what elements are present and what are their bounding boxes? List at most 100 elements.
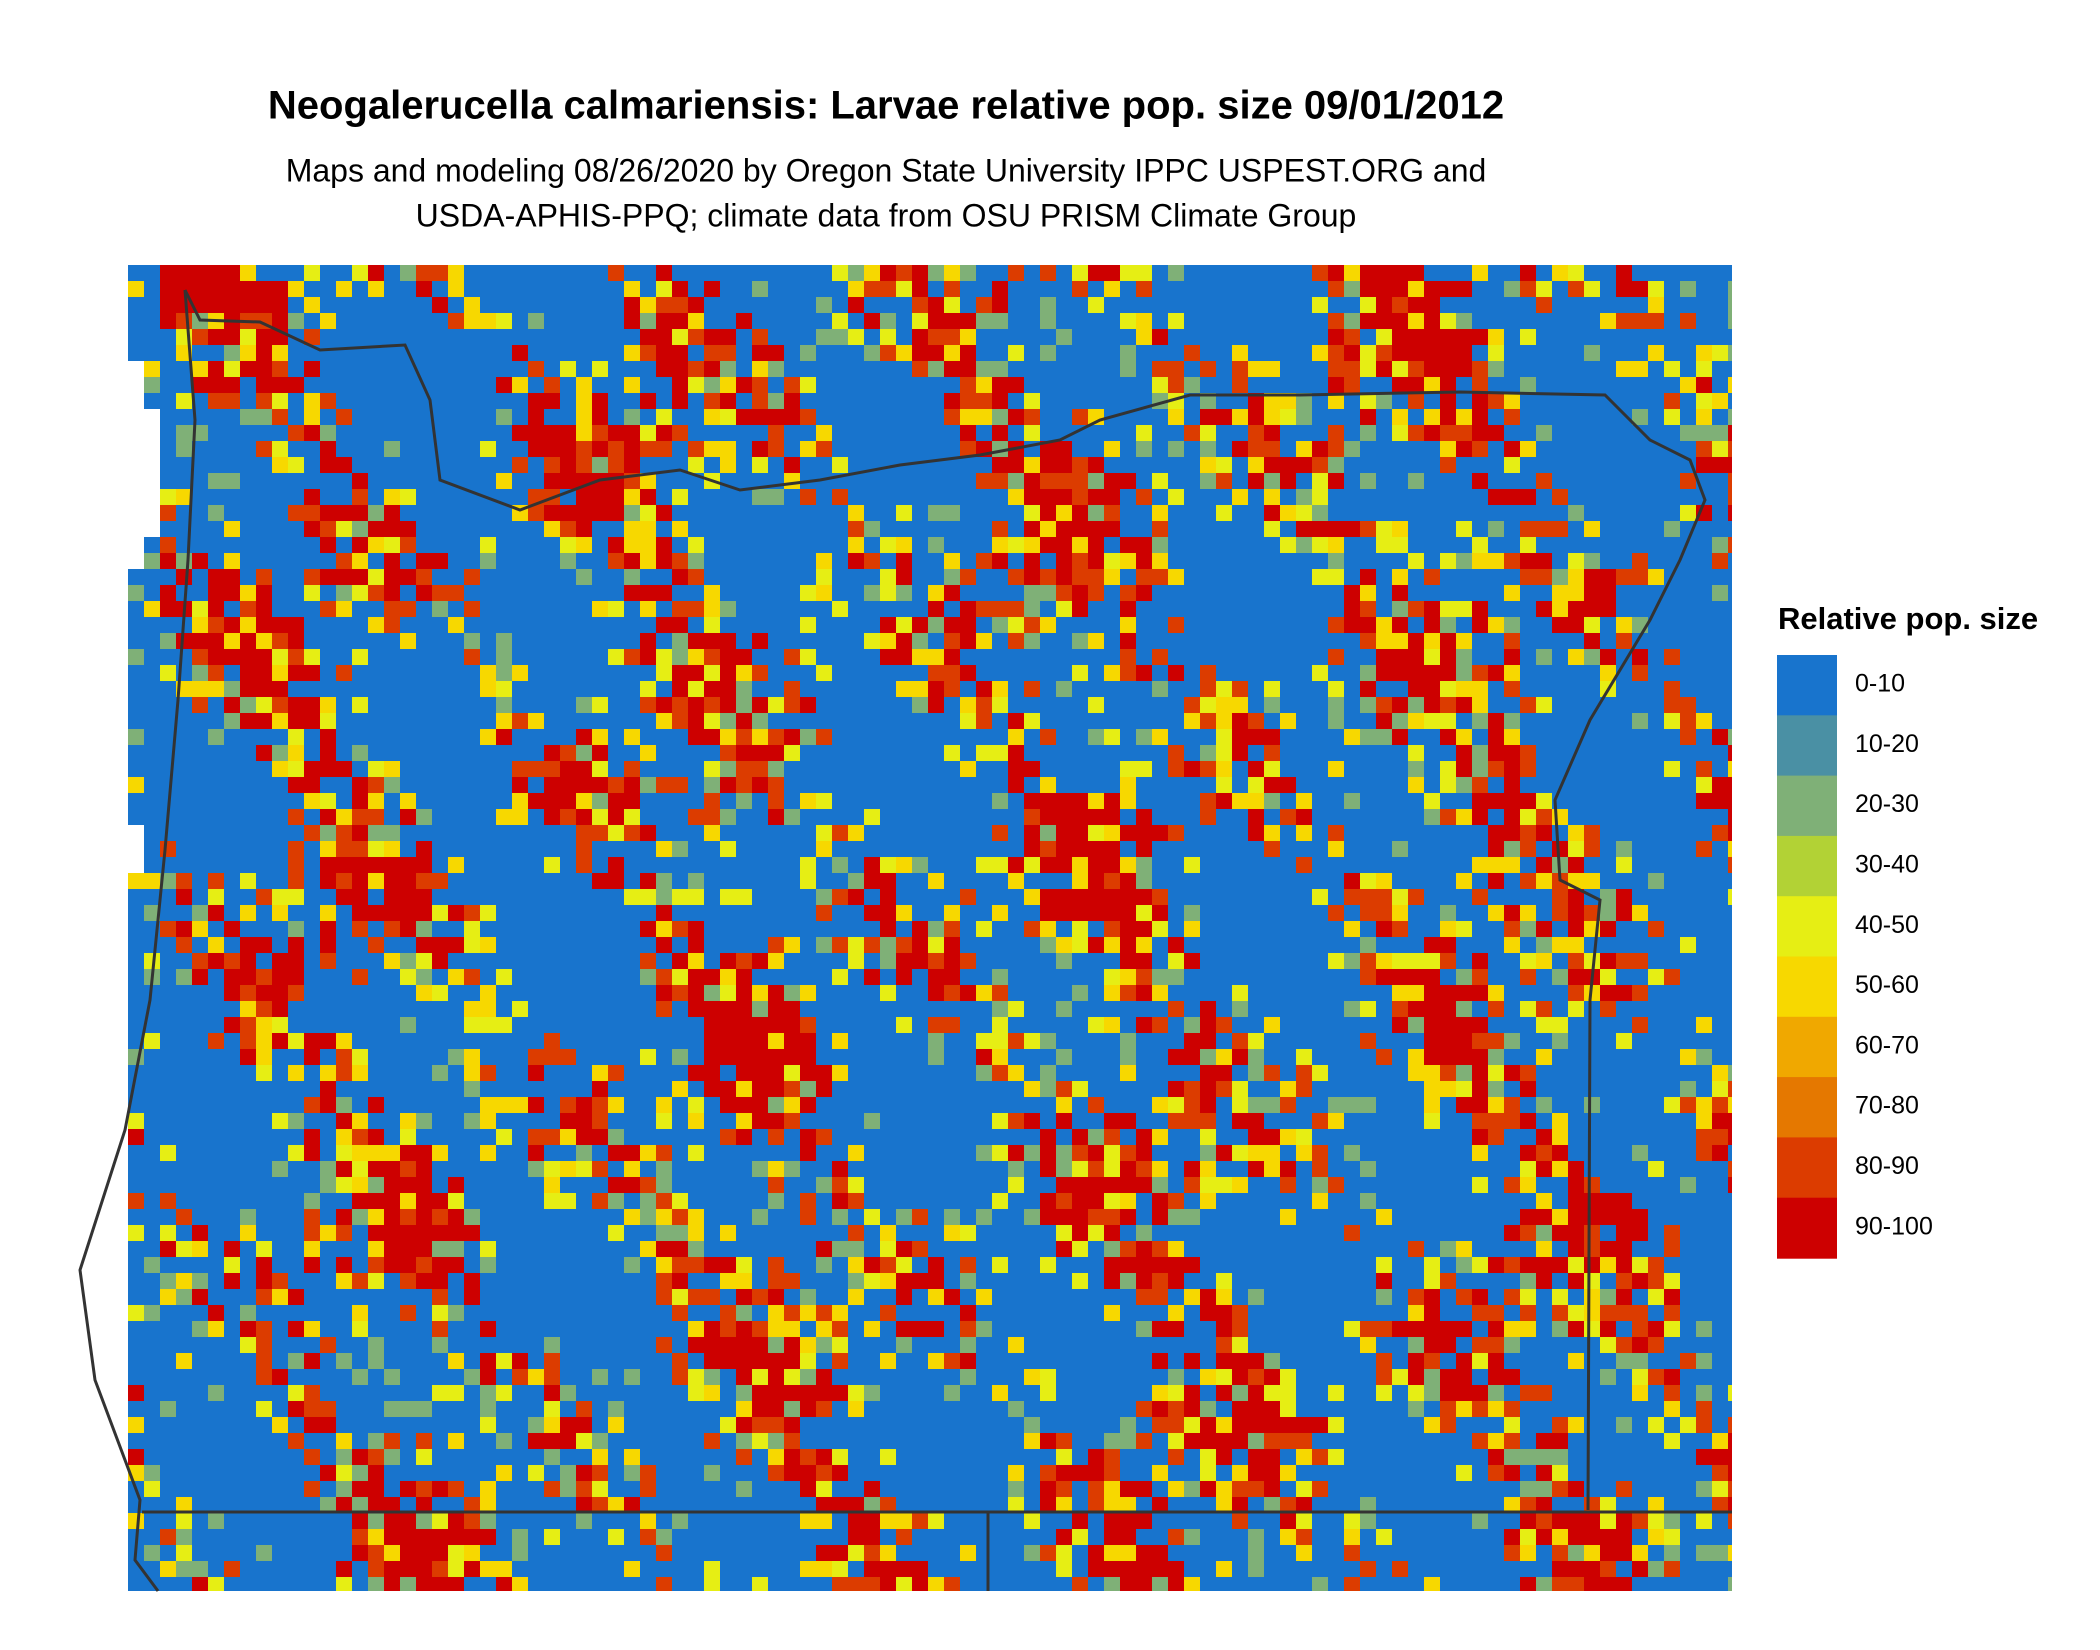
map-cell [1488,361,1504,377]
map-cell [496,377,512,393]
map-cell [656,473,672,489]
map-cell [1424,281,1440,297]
map-cell [848,761,864,777]
map-cell [1600,953,1616,969]
map-cell [1456,761,1472,777]
map-cell [1600,281,1616,297]
map-cell [1136,777,1152,793]
map-cell [1392,1001,1408,1017]
map-cell [656,825,672,841]
map-cell [896,713,912,729]
map-cell [368,1017,384,1033]
map-cell [1440,441,1456,457]
map-cell [1360,601,1376,617]
map-cell [896,521,912,537]
map-cell [192,1049,208,1065]
map-cell [1392,633,1408,649]
map-cell [1712,761,1728,777]
map-cell [320,1033,336,1049]
map-cell [496,329,512,345]
map-cell [368,1033,384,1049]
map-cell [816,841,832,857]
map-cell [720,761,736,777]
map-cell [1616,553,1632,569]
map-cell [1520,793,1536,809]
map-cell [256,377,272,393]
map-cell [1504,841,1520,857]
map-cell [1472,329,1488,345]
map-cell [592,905,608,921]
map-cell [1456,665,1472,681]
map-cell [816,937,832,953]
map-cell [288,665,304,681]
map-cell [192,345,208,361]
map-cell [1296,825,1312,841]
map-cell [1088,713,1104,729]
map-cell [1312,649,1328,665]
map-cell [1392,409,1408,425]
map-cell [1600,697,1616,713]
map-cell [128,297,144,313]
map-cell [864,969,880,985]
map-cell [208,1033,224,1049]
map-cell [688,937,704,953]
map-cell [752,585,768,601]
map-cell [1344,793,1360,809]
map-cell [560,937,576,953]
map-cell [656,729,672,745]
map-cell [256,345,272,361]
map-cell [160,697,176,713]
map-cell [192,473,208,489]
map-cell [736,873,752,889]
map-cell [704,857,720,873]
map-cell [224,425,240,441]
map-cell [1088,601,1104,617]
map-cell [448,329,464,345]
map-cell [1424,729,1440,745]
map-cell [1008,681,1024,697]
map-cell [448,825,464,841]
map-cell [1664,745,1680,761]
map-cell [928,777,944,793]
map-cell [992,425,1008,441]
map-cell [1056,457,1072,473]
map-cell [640,1033,656,1049]
map-cell [864,281,880,297]
map-cell [880,553,896,569]
map-cell [624,425,640,441]
map-cell [1024,313,1040,329]
map-cell [128,937,144,953]
map-cell [1008,617,1024,633]
map-cell [208,617,224,633]
map-cell [1056,537,1072,553]
map-cell [1728,857,1732,873]
map-cell [944,585,960,601]
map-cell [1504,1033,1520,1049]
map-cell [944,889,960,905]
map-cell [1520,841,1536,857]
map-cell [864,793,880,809]
map-cell [1600,969,1616,985]
map-cell [1520,553,1536,569]
map-cell [288,841,304,857]
map-cell [1472,649,1488,665]
map-cell [528,457,544,473]
map-cell [832,1033,848,1049]
map-cell [1088,297,1104,313]
map-cell [688,505,704,521]
map-cell [992,921,1008,937]
map-cell [240,617,256,633]
map-cell [1616,777,1632,793]
map-cell [1616,905,1632,921]
map-cell [688,1033,704,1049]
map-cell [144,729,160,745]
map-cell [624,521,640,537]
map-cell [1472,377,1488,393]
map-cell [1296,473,1312,489]
map-cell [1120,553,1136,569]
map-cell [512,921,528,937]
map-cell [608,825,624,841]
map-cell [640,585,656,601]
map-cell [1184,825,1200,841]
map-cell [736,537,752,553]
